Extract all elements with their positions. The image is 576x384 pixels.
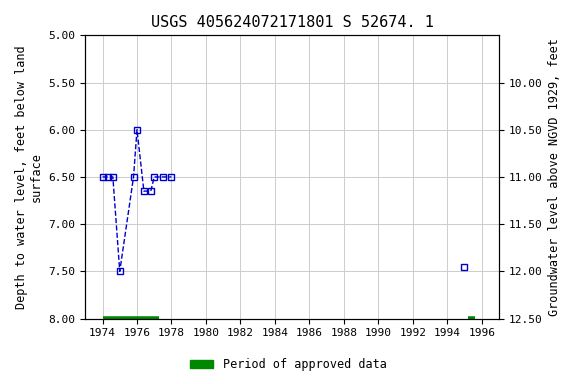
Y-axis label: Groundwater level above NGVD 1929, feet: Groundwater level above NGVD 1929, feet <box>548 38 561 316</box>
Title: USGS 405624072171801 S 52674. 1: USGS 405624072171801 S 52674. 1 <box>151 15 434 30</box>
Y-axis label: Depth to water level, feet below land
surface: Depth to water level, feet below land su… <box>15 45 43 309</box>
Legend: Period of approved data: Period of approved data <box>185 354 391 376</box>
